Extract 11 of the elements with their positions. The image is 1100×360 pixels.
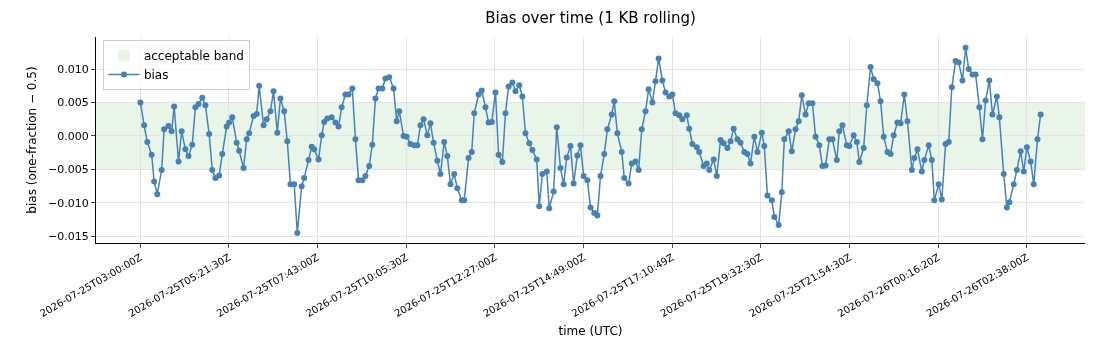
y-tick-label: −0.010: [48, 196, 89, 210]
x-axis-title: time (UTC): [558, 323, 623, 338]
y-tick-label: −0.005: [48, 163, 89, 177]
y-axis-title: bias (one-fraction − 0.5): [25, 66, 40, 214]
y-tick-label: 0.005: [57, 96, 89, 110]
y-tick-label: −0.015: [48, 230, 89, 244]
chart-title: Bias over time (1 KB rolling): [485, 9, 696, 28]
y-tick-label: 0.000: [57, 129, 89, 143]
legend-label: bias: [143, 68, 169, 83]
legend-label: acceptable band: [143, 49, 244, 64]
y-tick-label: 0.010: [57, 62, 89, 76]
